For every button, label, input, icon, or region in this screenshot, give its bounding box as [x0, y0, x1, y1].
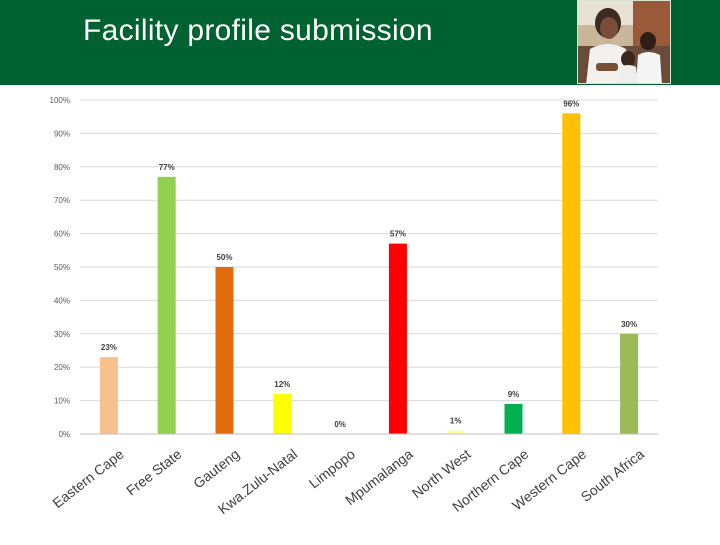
data-label: 96%: [563, 99, 579, 108]
bar: [157, 176, 176, 434]
category-label: Eastern Cape: [49, 446, 126, 511]
bar: [562, 113, 581, 435]
data-label: 12%: [274, 380, 290, 389]
header-photo: [577, 0, 671, 84]
y-tick-label: 20%: [54, 363, 70, 372]
bar-chart: 0% 10% 20% 30% 40% 50% 60% 70% 80% 90% 100% 23% East…: [49, 96, 658, 517]
chart-area: 0% 10% 20% 30% 40% 50% 60% 70% 80% 90% 100% 23% East…: [0, 85, 720, 540]
data-label: 77%: [159, 163, 175, 172]
y-tick-label: 60%: [54, 230, 70, 239]
y-tick-label: 0%: [58, 430, 70, 439]
bar: [215, 267, 234, 434]
bar: [446, 430, 465, 434]
category-label: Free State: [123, 446, 185, 499]
y-tick-label: 70%: [54, 196, 70, 205]
y-tick-label: 30%: [54, 330, 70, 339]
bar: [273, 393, 292, 434]
data-label: 0%: [334, 420, 346, 429]
page-title: Facility profile submission: [83, 14, 433, 47]
data-label: 57%: [390, 230, 406, 239]
bar: [388, 243, 407, 434]
bar: [504, 403, 523, 434]
bar: [99, 357, 118, 434]
header-bar: Facility profile submission: [0, 0, 720, 85]
data-label: 50%: [216, 253, 232, 262]
y-tick-label: 90%: [54, 129, 70, 138]
data-label: 1%: [450, 417, 462, 426]
category-label: Gauteng: [190, 446, 242, 492]
category-label: South Africa: [578, 446, 648, 505]
y-tick-label: 40%: [54, 296, 70, 305]
category-label: Limpopo: [306, 446, 358, 492]
data-label: 23%: [101, 343, 117, 352]
data-label: 30%: [621, 320, 637, 329]
y-tick-label: 100%: [50, 96, 70, 105]
y-tick-label: 10%: [54, 397, 70, 406]
y-tick-label: 50%: [54, 263, 70, 272]
data-label: 9%: [508, 390, 520, 399]
bar: [620, 333, 639, 434]
y-tick-label: 80%: [54, 163, 70, 172]
